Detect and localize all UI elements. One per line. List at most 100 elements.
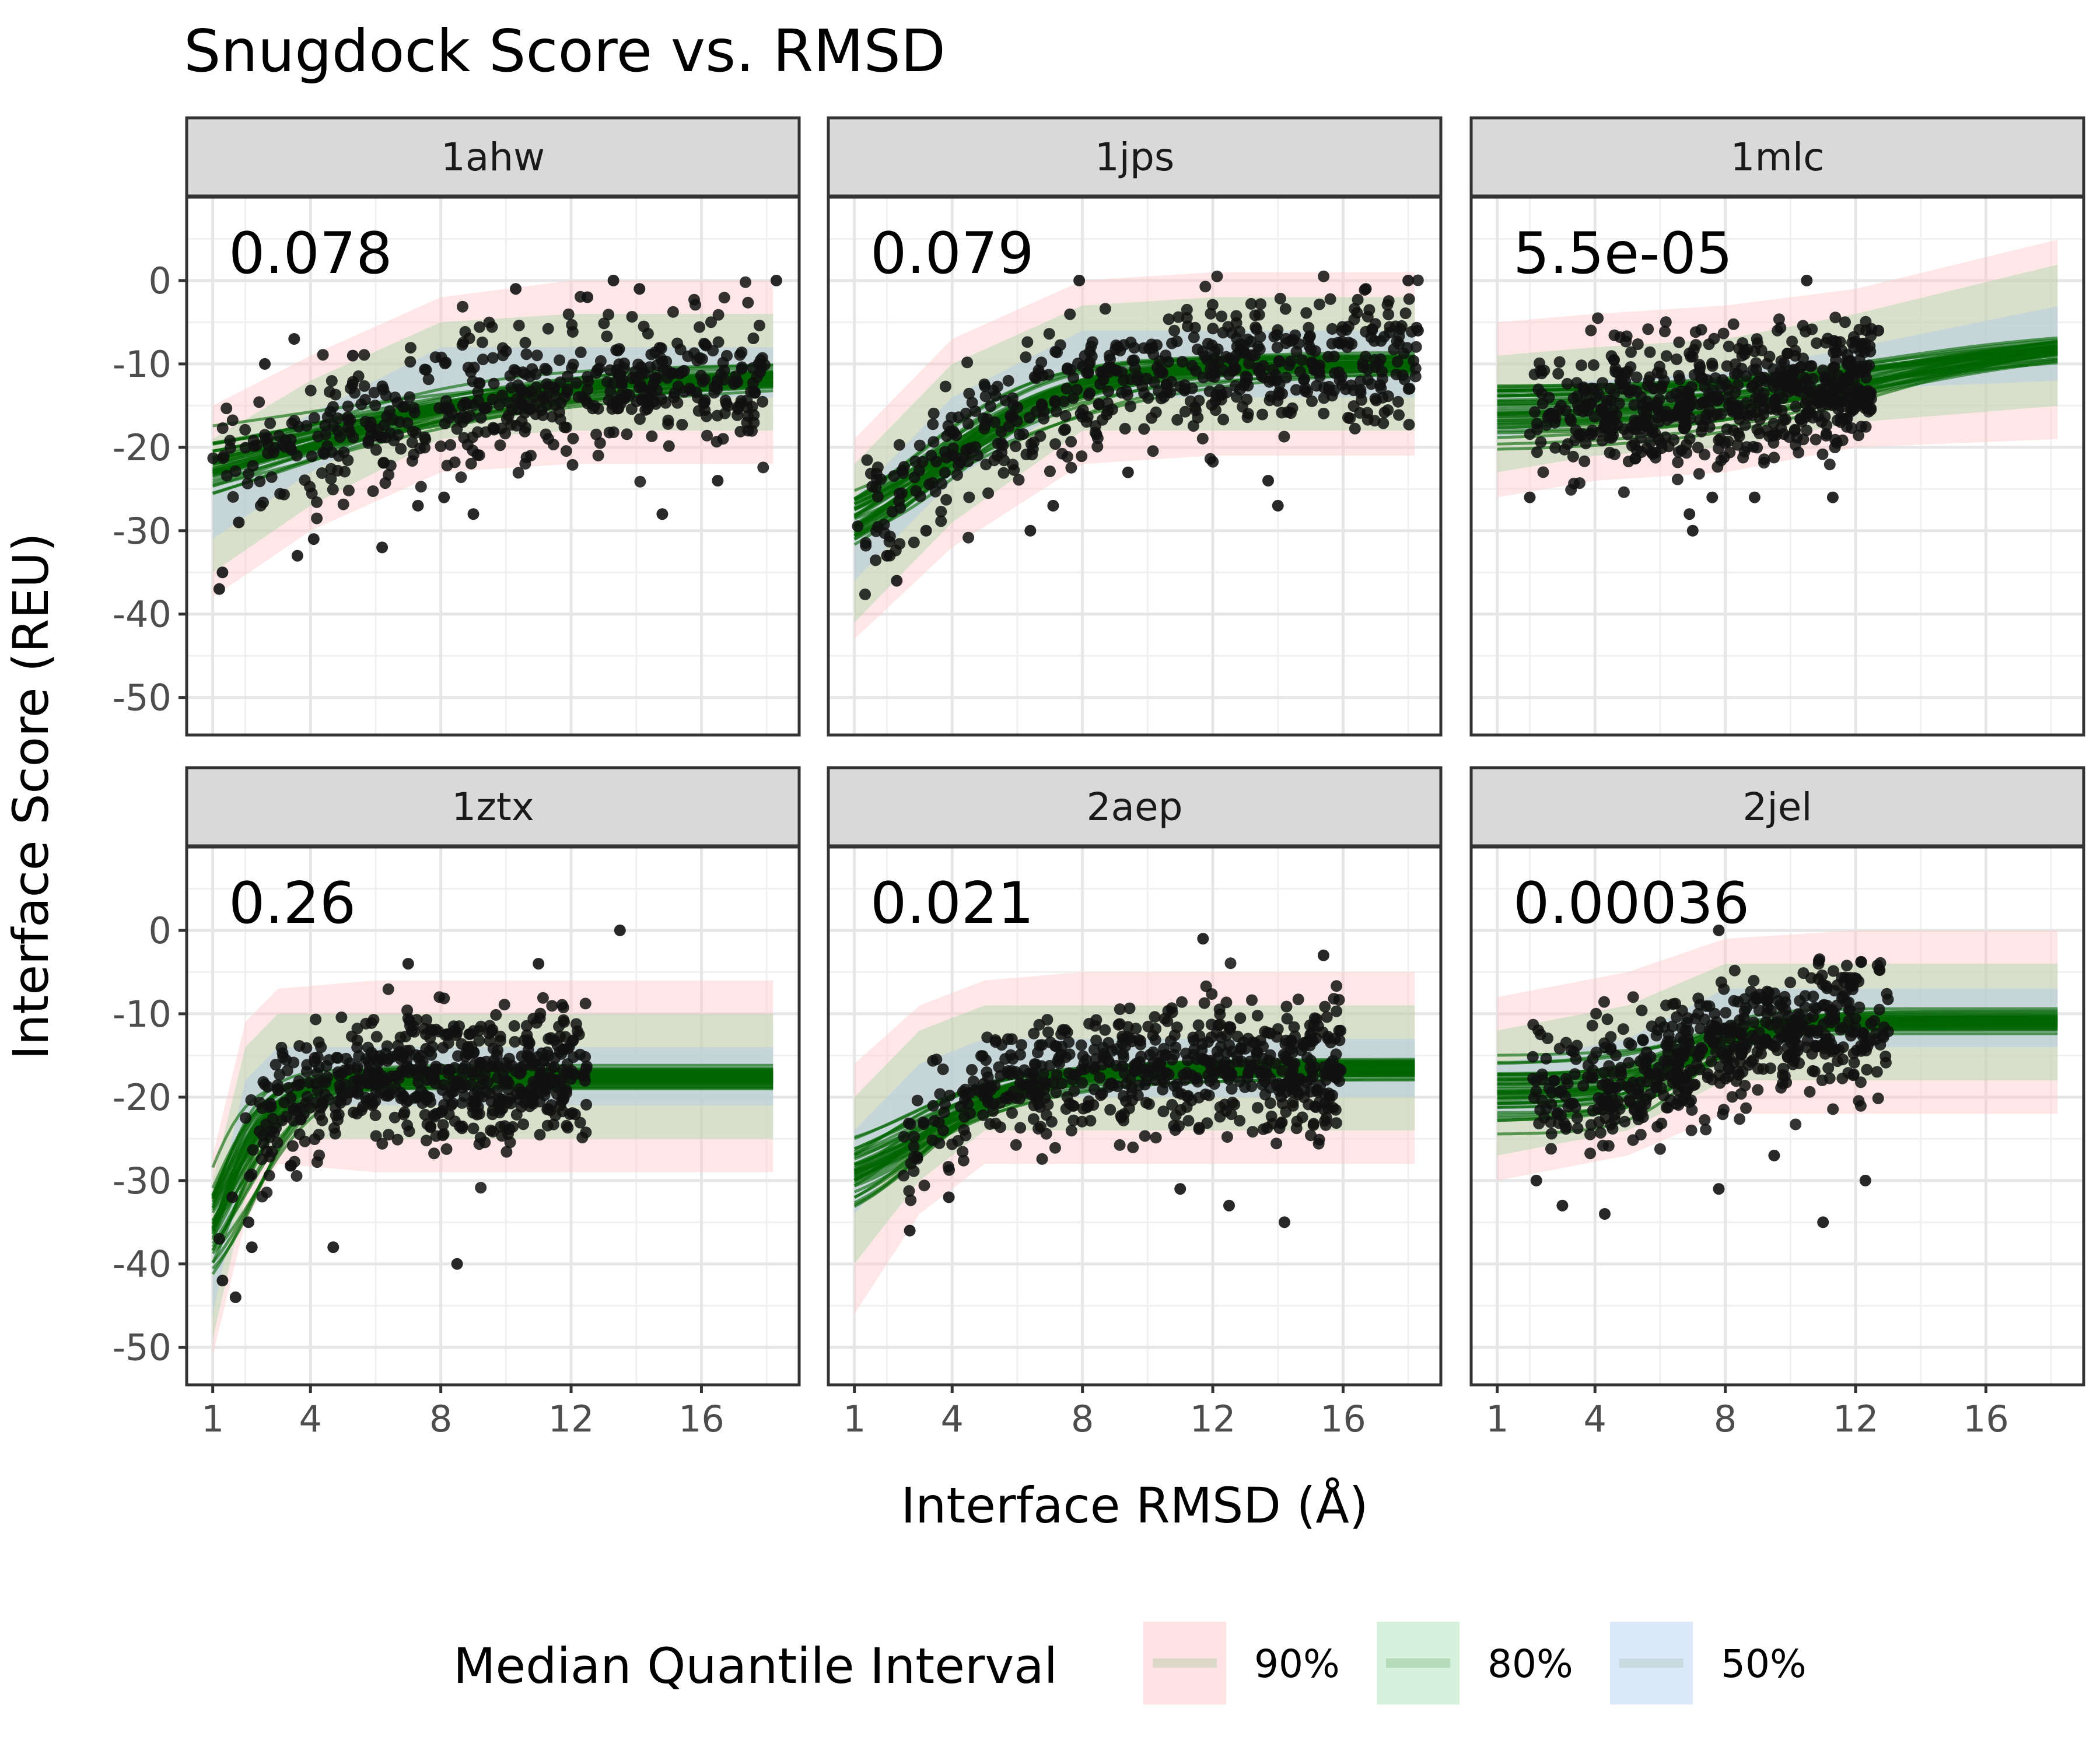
data-point	[1822, 1062, 1835, 1074]
chart-title: Snugdock Score vs. RMSD	[184, 17, 946, 85]
data-point	[544, 1104, 556, 1116]
data-point	[406, 455, 418, 467]
data-point	[1870, 1034, 1882, 1046]
data-point	[1094, 1072, 1106, 1084]
data-point	[402, 958, 414, 970]
data-point	[566, 459, 579, 471]
data-point	[1272, 499, 1284, 512]
data-point	[1850, 335, 1861, 348]
data-point	[1585, 324, 1597, 337]
data-point	[404, 342, 416, 354]
data-point	[351, 1086, 363, 1098]
data-point	[513, 320, 525, 332]
data-point	[355, 1104, 368, 1116]
data-point	[1709, 372, 1721, 384]
data-point	[1005, 1049, 1017, 1061]
data-point	[1080, 367, 1093, 379]
data-point	[937, 1063, 949, 1076]
data-point	[634, 413, 646, 425]
data-point	[1399, 307, 1412, 319]
data-point	[1625, 346, 1637, 358]
data-point	[872, 491, 884, 503]
data-point	[216, 1275, 229, 1287]
data-point	[1817, 448, 1829, 460]
data-point	[1534, 357, 1545, 369]
data-point	[1056, 1077, 1068, 1090]
data-point	[486, 1060, 498, 1072]
data-point	[1658, 1055, 1671, 1067]
data-point	[1133, 1056, 1146, 1068]
data-point	[1662, 1029, 1675, 1041]
data-point	[1846, 422, 1858, 434]
data-point	[1831, 414, 1843, 426]
data-point	[1786, 335, 1798, 348]
data-point	[1693, 468, 1705, 480]
data-point	[1761, 1007, 1773, 1020]
data-point	[1711, 408, 1723, 421]
data-point	[1306, 395, 1318, 407]
panel-1jps: 1jps 0.079	[827, 116, 1443, 737]
data-point	[484, 1035, 496, 1047]
data-point	[1179, 405, 1191, 418]
data-point	[1102, 385, 1114, 397]
data-point	[1693, 1048, 1706, 1060]
data-point	[690, 299, 701, 311]
data-point	[1761, 994, 1773, 1006]
data-point	[642, 327, 654, 340]
data-point	[1226, 327, 1238, 339]
data-point	[1527, 1019, 1539, 1031]
data-point	[1150, 1132, 1162, 1144]
legend-item-80: 80%	[1377, 1622, 1573, 1704]
data-point	[1007, 410, 1019, 422]
data-point	[1118, 339, 1130, 351]
data-point	[1115, 1111, 1128, 1124]
data-point	[244, 1170, 256, 1182]
data-point	[384, 427, 397, 439]
data-point	[1630, 371, 1643, 383]
data-point	[870, 554, 882, 566]
data-point	[515, 1101, 527, 1113]
data-point	[367, 485, 379, 497]
data-point	[1245, 335, 1257, 348]
data-point	[1739, 1080, 1751, 1092]
data-point	[1171, 414, 1184, 426]
data-point	[601, 330, 613, 342]
data-point	[621, 428, 633, 440]
data-point	[1723, 340, 1735, 352]
data-point	[1189, 1073, 1202, 1085]
data-point	[1166, 337, 1178, 349]
data-point	[1076, 1077, 1088, 1089]
data-point	[1150, 406, 1162, 418]
data-point	[247, 1144, 259, 1156]
data-point	[1684, 433, 1696, 445]
data-point	[1760, 1016, 1772, 1028]
data-point	[705, 316, 717, 328]
data-point	[1718, 1027, 1731, 1039]
data-point	[1671, 473, 1684, 485]
data-point	[1028, 1027, 1040, 1040]
data-point	[288, 333, 300, 345]
data-point	[456, 339, 468, 351]
data-point	[1587, 1053, 1599, 1065]
data-point	[405, 1025, 418, 1037]
data-point	[1831, 999, 1843, 1012]
data-point	[1670, 998, 1681, 1010]
panel-1mlc: 1mlc 5.5e-05	[1469, 116, 2085, 737]
data-point	[363, 435, 374, 447]
data-point	[1880, 1051, 1892, 1062]
data-point	[567, 432, 579, 444]
data-point	[1132, 1034, 1144, 1046]
data-point	[1204, 1058, 1216, 1070]
data-point	[1073, 274, 1086, 286]
data-point	[1280, 1106, 1292, 1118]
data-point	[1014, 1122, 1027, 1134]
data-point	[1002, 1033, 1014, 1045]
data-point	[456, 1122, 468, 1135]
data-point	[1800, 326, 1812, 338]
data-point	[332, 1108, 345, 1121]
data-point	[1592, 312, 1604, 324]
y-tick-label: -30	[113, 510, 172, 552]
data-point	[701, 429, 713, 442]
data-point	[1329, 1104, 1342, 1116]
x-tick-label: 16	[1320, 1398, 1366, 1440]
